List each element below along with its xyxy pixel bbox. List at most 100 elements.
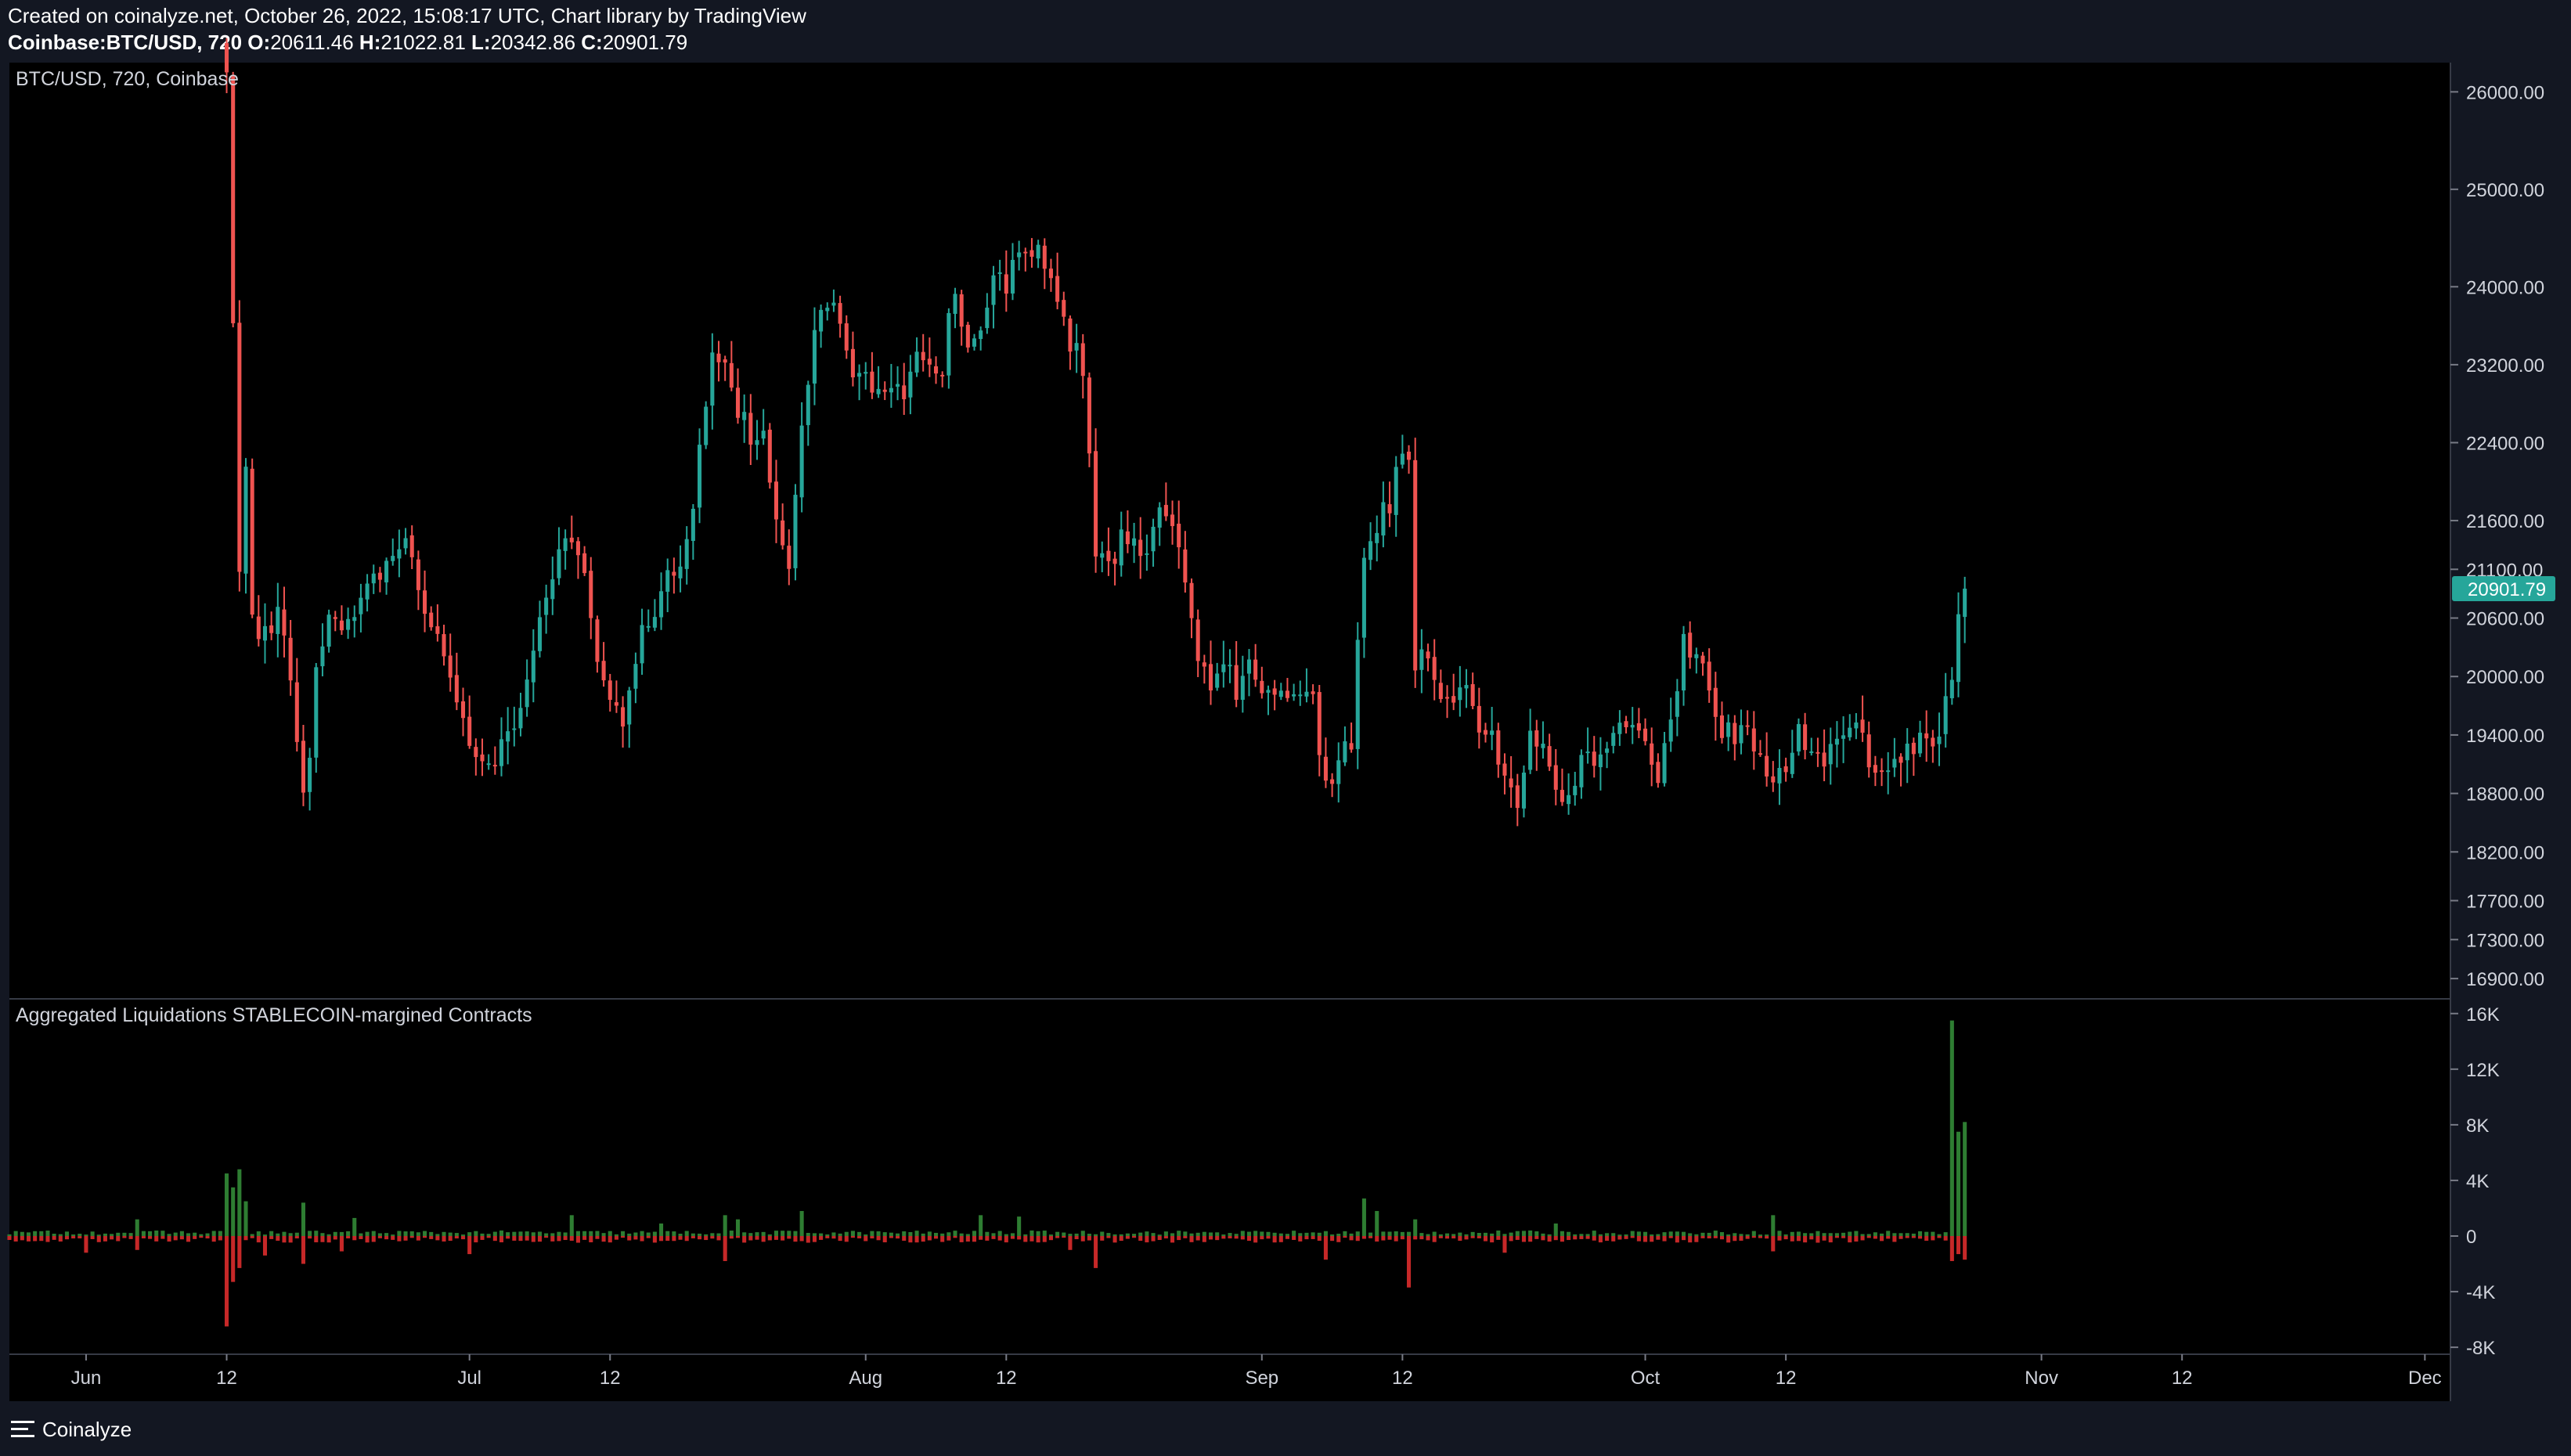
liquidation-bar-short <box>1355 1236 1360 1242</box>
liquidation-bar-long <box>1624 1234 1628 1236</box>
liquidation-bar-short <box>1943 1236 1948 1241</box>
liquidation-bar-long <box>492 1231 497 1236</box>
liquidation-bar-short <box>512 1236 517 1241</box>
liquidation-bar-long <box>608 1231 612 1236</box>
liquidation-bar-long <box>333 1231 337 1236</box>
candle-body <box>1407 451 1412 460</box>
footer-bar <box>0 1401 2571 1456</box>
liquidation-bar-short <box>1170 1236 1175 1243</box>
candle-body <box>480 754 485 762</box>
liquidation-bar-long <box>710 1233 715 1236</box>
liquidation-bar-short <box>1483 1236 1488 1242</box>
liquidation-bar-long <box>1707 1232 1711 1236</box>
liquidation-bar-long <box>953 1231 957 1236</box>
candle-body <box>646 625 651 628</box>
liquidation-bar-short <box>1177 1236 1181 1241</box>
candle-body <box>256 616 261 640</box>
liquidation-bar-short <box>359 1236 363 1239</box>
chart-area[interactable] <box>9 63 2450 1401</box>
candle-body <box>1860 719 1865 733</box>
candle-body <box>1553 765 1558 790</box>
liquidation-bar-long <box>1694 1234 1699 1236</box>
candle-body <box>569 537 574 542</box>
liquidation-bar-long <box>384 1233 389 1236</box>
liquidation-bar-short <box>1592 1236 1596 1241</box>
candle-body <box>1854 722 1859 729</box>
liquidation-bar-short <box>806 1236 810 1243</box>
liquidation-bar-long <box>1515 1231 1520 1236</box>
liquidation-bar-short <box>409 1236 414 1238</box>
liquidation-bar-long <box>773 1231 779 1236</box>
candle-body <box>1700 655 1705 664</box>
liquidation-bar-short <box>506 1236 510 1239</box>
liquidation-bar-long <box>205 1233 210 1236</box>
liquidation-bar-long <box>1055 1231 1060 1236</box>
liquidation-bar-short <box>1189 1236 1194 1242</box>
liquidation-bar-long <box>563 1232 568 1236</box>
candle-body <box>1924 733 1929 739</box>
time-tick-label: Sep <box>1245 1368 1278 1389</box>
liquidation-bar-short <box>13 1236 18 1242</box>
candle-body <box>1036 244 1040 259</box>
liquidation-bar-short <box>1880 1236 1884 1242</box>
liquidation-bar-long <box>1349 1233 1354 1236</box>
liquidation-bar-short <box>371 1236 376 1242</box>
candle-body <box>525 679 529 708</box>
liquidation-bar-short <box>460 1236 466 1240</box>
last-price-tag <box>2452 575 2555 601</box>
liquidation-bar-short <box>243 1236 248 1241</box>
candle-body <box>224 43 229 73</box>
liquidation-bar-short <box>326 1236 331 1243</box>
liquidation-bar-long <box>1688 1233 1693 1236</box>
candle-body <box>1298 694 1303 697</box>
liquidation-bar-long <box>1758 1234 1763 1236</box>
candle-body <box>1112 558 1117 564</box>
ohlc-readout: Coinbase:BTC/USD, 720 O:20611.46 H:21022… <box>8 28 687 56</box>
liquidation-bar-short <box>601 1236 606 1242</box>
liquidation-bar-short <box>659 1236 664 1242</box>
liquidation-bar-long <box>1266 1231 1271 1236</box>
liquidation-bar-short <box>1323 1236 1328 1260</box>
candle-body <box>582 553 587 574</box>
liquidation-bar-long <box>1451 1234 1456 1236</box>
liquidation-bar-short <box>308 1236 312 1239</box>
liquidation-bar-short <box>384 1236 389 1240</box>
candle-body <box>742 412 747 420</box>
candle-body <box>294 682 299 742</box>
price-pane-legend: BTC/USD, 720, Coinbase <box>16 68 239 90</box>
liq-tick-label: -8K <box>2466 1338 2495 1359</box>
liquidation-bar-short <box>1963 1236 1967 1260</box>
liquidation-bar-long <box>1726 1234 1731 1236</box>
liquidation-bar-long <box>1911 1233 1916 1236</box>
liquidation-bar-long <box>902 1231 907 1236</box>
liquidation-bar-short <box>442 1236 446 1242</box>
liquidation-bar-short <box>276 1236 280 1241</box>
liquidation-bar-short <box>857 1236 862 1239</box>
liquidation-bar-short <box>1438 1236 1443 1238</box>
menu-lines-icon <box>11 1421 34 1437</box>
liquidation-bar-long <box>640 1231 644 1236</box>
liquidation-bar-long <box>1668 1231 1673 1236</box>
candle-body <box>308 758 312 792</box>
brand-logo[interactable]: Coinalyze <box>9 1414 132 1445</box>
liquidation-bar-long <box>697 1233 702 1236</box>
liquidation-bar-long <box>1803 1233 1808 1236</box>
liquidation-bar-short <box>1605 1236 1610 1242</box>
candle-body <box>1381 502 1386 536</box>
liquidation-bar-short <box>333 1236 337 1240</box>
candle-body <box>531 651 535 683</box>
liquidation-bar-long <box>7 1234 12 1236</box>
liquidation-bar-long <box>1771 1215 1776 1236</box>
candle-body <box>1949 679 1954 698</box>
liquidations-pane <box>7 1020 1967 1327</box>
liquidation-bar-short <box>1343 1236 1347 1238</box>
candle-body <box>1304 691 1309 697</box>
candle-body <box>282 609 287 636</box>
liquidation-bar-short <box>908 1236 913 1243</box>
close-label: C: <box>575 31 603 54</box>
liquidation-bar-long <box>1509 1232 1513 1236</box>
candle-body <box>1451 696 1456 703</box>
liquidation-bar-short <box>1394 1236 1398 1242</box>
liquidations-pane-legend: Aggregated Liquidations STABLECOIN-margi… <box>16 1004 532 1026</box>
